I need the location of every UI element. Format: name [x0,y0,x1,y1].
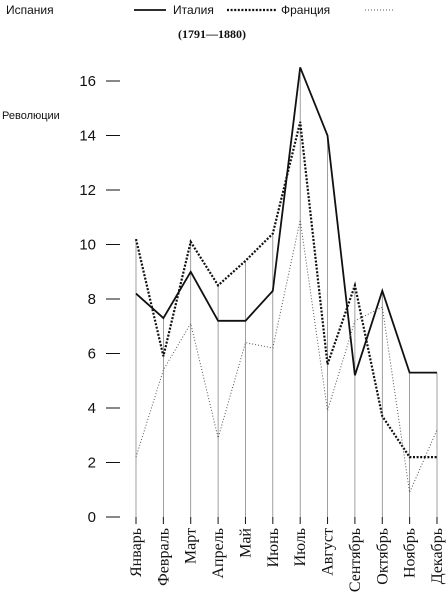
y-tick-label: 16 [79,73,96,90]
y-tick-label: 14 [79,128,96,145]
legend-label: Италия [173,3,214,17]
x-tick-label: Июль [292,528,309,566]
y-tick-label: 4 [88,400,96,417]
y-tick-label: 12 [79,182,96,199]
x-tick-label: Февраль [155,528,172,586]
x-tick-label: Сентябрь [347,528,364,592]
x-tick-label: Август [320,528,337,576]
y-tick-label: 10 [79,237,96,254]
x-tick-label: Апрель [210,528,227,579]
series-line [134,121,437,459]
y-axis-label: Революции [2,110,60,122]
x-tick-label: Май [237,528,254,558]
legend-label: Испания [6,3,54,17]
x-tick-label: Июнь [265,528,282,567]
y-tick-label: 6 [88,346,96,363]
y-axis: 0 2 4 6 8 10 12 14 16 [79,73,120,526]
series-line [135,67,437,376]
chart-subtitle: (1791—1880) [178,27,246,41]
month-drop-lines [135,67,438,517]
legend: Испания Италия Франция [6,3,395,17]
x-tick-label: Декабрь [429,528,446,584]
x-axis: Январь Февраль Март Апрель Май Июнь Июль Август… [128,517,446,592]
y-tick-label: 8 [88,291,96,308]
x-tick-label: Март [183,528,200,564]
x-tick-label: Ноябрь [402,528,419,578]
x-tick-label: Октябрь [374,528,391,585]
x-tick-label: Январь [128,528,145,577]
series-line [135,219,438,495]
y-tick-label: 0 [88,509,96,526]
y-tick-label: 2 [88,455,96,472]
legend-label: Франция [281,3,330,17]
series-lines [134,67,438,495]
